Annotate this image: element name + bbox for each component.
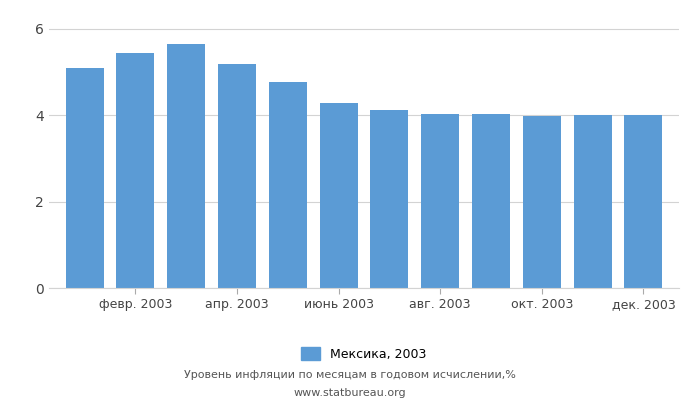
Text: Уровень инфляции по месяцам в годовом исчислении,%: Уровень инфляции по месяцам в годовом ис… (184, 370, 516, 380)
Legend: Мексика, 2003: Мексика, 2003 (296, 342, 432, 366)
Bar (370, 110, 409, 288)
Bar (66, 68, 104, 288)
Bar (573, 115, 612, 288)
Bar (421, 114, 459, 288)
Bar (472, 114, 510, 288)
Bar (523, 116, 561, 288)
Bar (269, 82, 307, 288)
Bar (116, 53, 155, 288)
Bar (624, 115, 662, 288)
Bar (218, 64, 256, 288)
Bar (167, 44, 205, 288)
Text: www.statbureau.org: www.statbureau.org (294, 388, 406, 398)
Bar (319, 103, 358, 288)
